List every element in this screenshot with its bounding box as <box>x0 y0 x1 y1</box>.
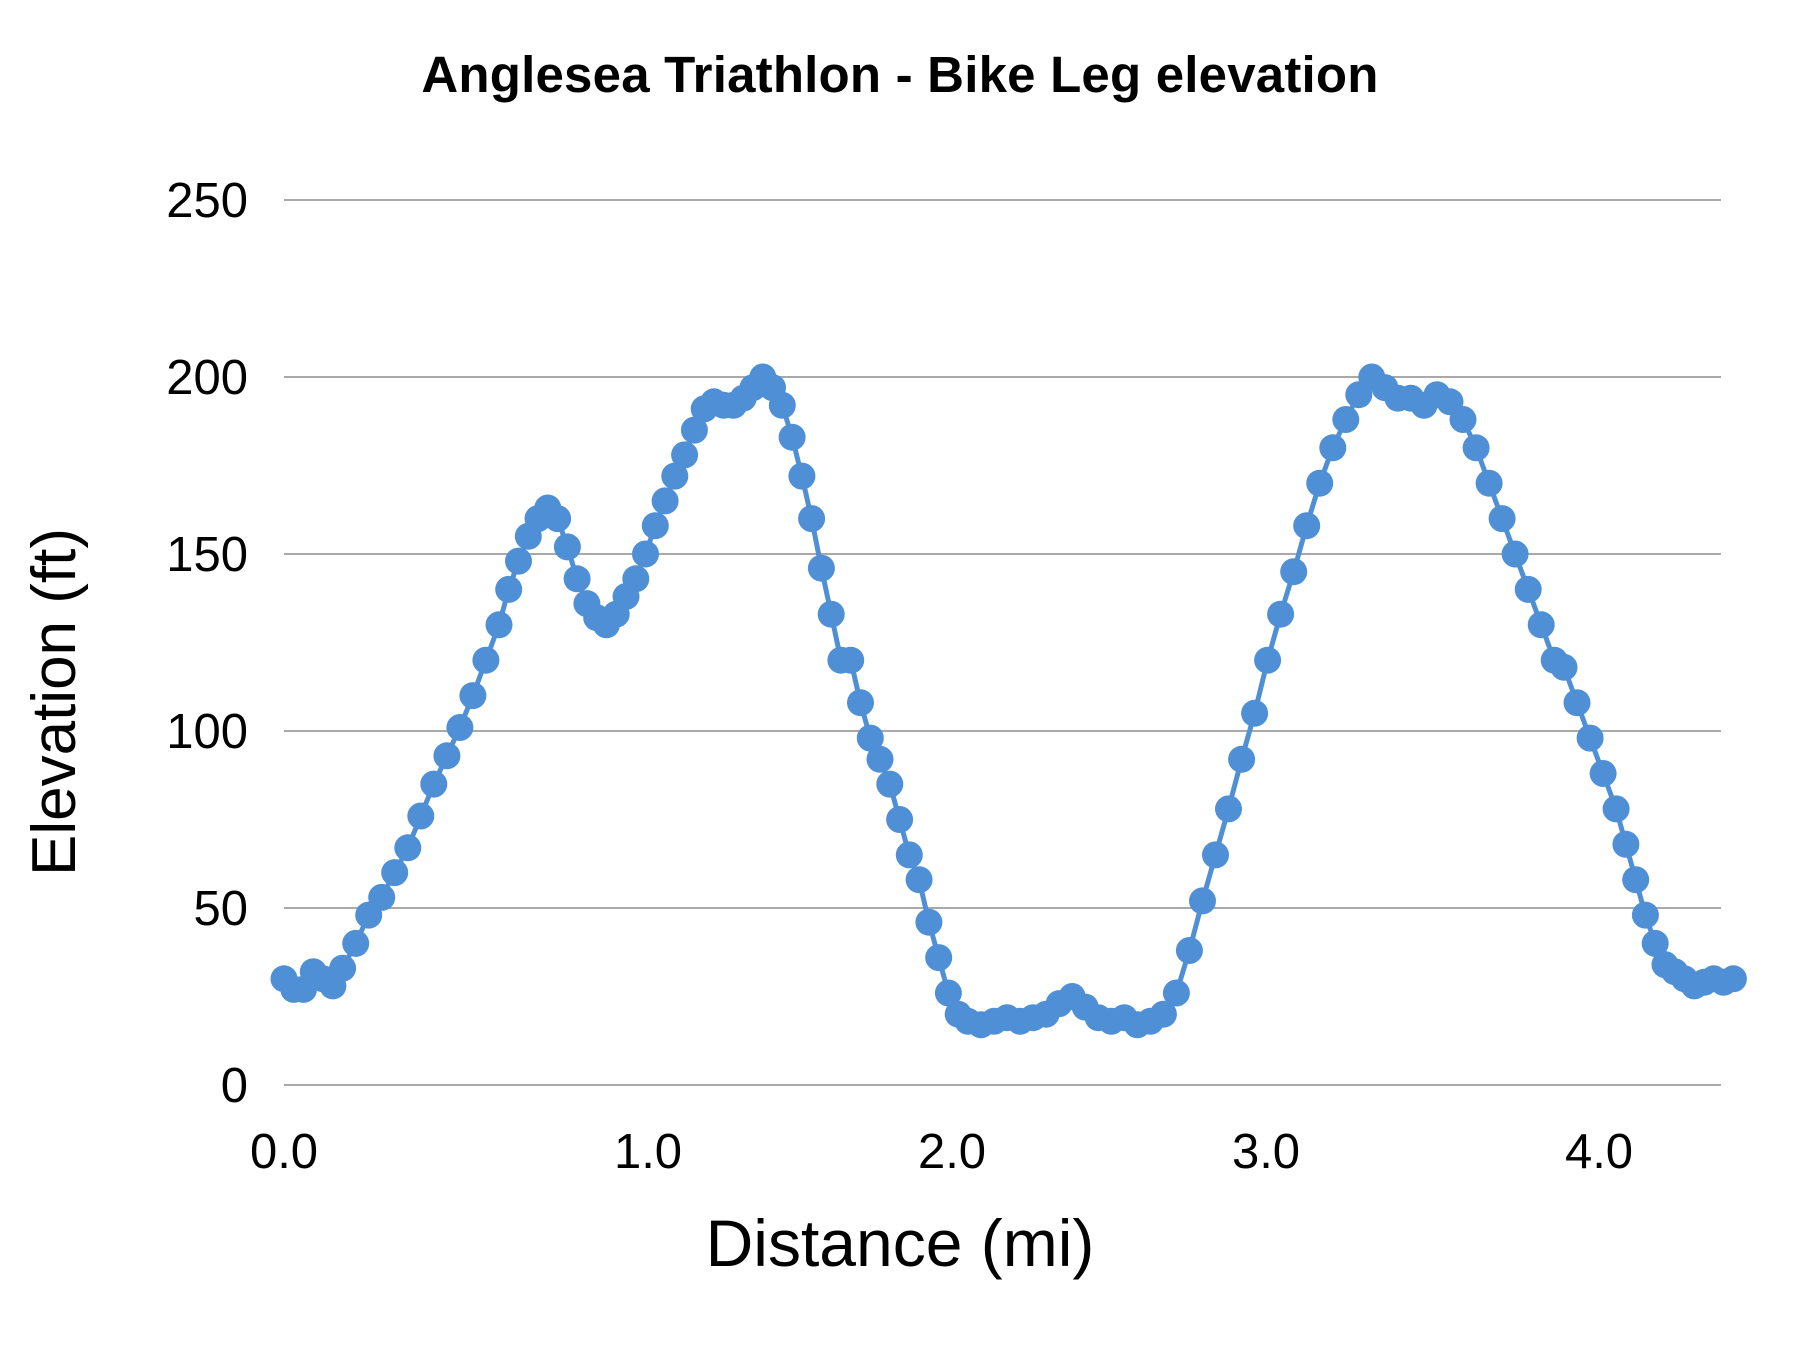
svg-text:2.0: 2.0 <box>918 1125 986 1179</box>
svg-text:250: 250 <box>166 174 248 228</box>
svg-text:50: 50 <box>193 882 248 936</box>
svg-text:1.0: 1.0 <box>614 1125 682 1179</box>
svg-text:0: 0 <box>221 1059 248 1113</box>
svg-text:100: 100 <box>166 705 248 759</box>
svg-text:0.0: 0.0 <box>250 1125 318 1179</box>
svg-text:3.0: 3.0 <box>1232 1125 1300 1179</box>
svg-text:4.0: 4.0 <box>1565 1125 1633 1179</box>
svg-text:150: 150 <box>166 528 248 582</box>
svg-text:200: 200 <box>166 351 248 405</box>
